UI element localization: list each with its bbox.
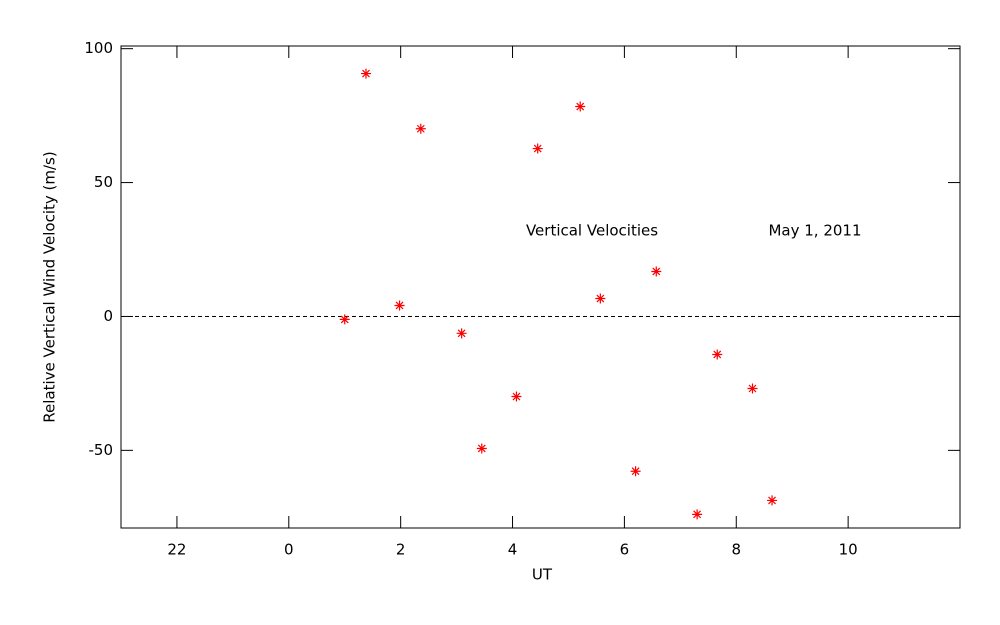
- data-point: [360, 68, 371, 79]
- data-point: [712, 349, 723, 360]
- data-point: [415, 123, 426, 134]
- y-tick-label: -50: [89, 441, 114, 459]
- y-axis-label: Relative Vertical Wind Velocity (m/s): [41, 151, 59, 422]
- data-point: [394, 300, 405, 311]
- x-tick-label: 22: [167, 541, 186, 559]
- data-point: [476, 443, 487, 454]
- data-point: [651, 266, 662, 277]
- data-point: [511, 391, 522, 402]
- x-tick-label: 8: [731, 541, 741, 559]
- plot-frame: [120, 45, 961, 529]
- annotation: Vertical Velocities: [526, 222, 658, 240]
- data-point: [767, 495, 778, 506]
- x-tick-label: 6: [620, 541, 630, 559]
- x-tick-label: 2: [396, 541, 406, 559]
- data-point: [595, 293, 606, 304]
- annotation: May 1, 2011: [768, 222, 861, 240]
- data-point: [339, 314, 350, 325]
- data-point: [630, 466, 641, 477]
- y-tick-label: 0: [103, 307, 113, 325]
- data-point: [575, 101, 586, 112]
- data-point: [532, 143, 543, 154]
- x-tick-label: 4: [508, 541, 518, 559]
- x-tick-label: 0: [284, 541, 294, 559]
- y-tick-label: 50: [94, 173, 113, 191]
- x-tick-label: 10: [839, 541, 858, 559]
- data-point: [456, 328, 467, 339]
- data-point: [692, 509, 703, 520]
- data-point: [747, 383, 758, 394]
- y-tick-label: 100: [84, 39, 113, 57]
- x-axis-label: UT: [532, 566, 553, 584]
